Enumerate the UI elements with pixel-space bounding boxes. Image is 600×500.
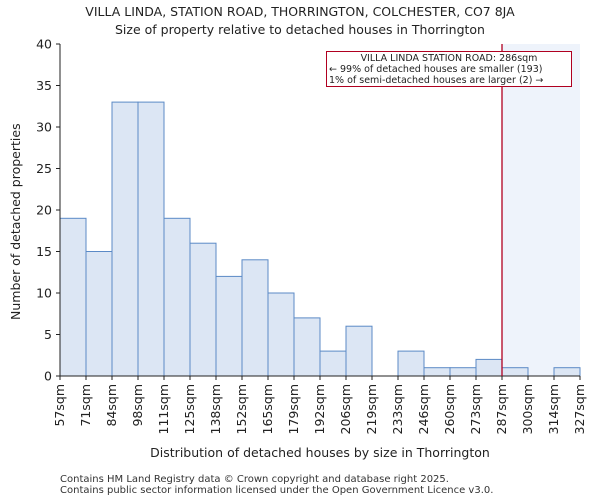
x-axis-label: Distribution of detached houses by size …: [150, 445, 490, 460]
x-tick-label: 138sqm: [208, 384, 223, 434]
chart-title: VILLA LINDA, STATION ROAD, THORRINGTON, …: [85, 4, 515, 19]
bar-206sqm: [345, 325, 373, 377]
footer-line-2: Contains public sector information licen…: [60, 485, 494, 496]
bar-138sqm: [215, 275, 243, 377]
bar-233sqm: [397, 350, 425, 377]
x-tick-label: 111sqm: [156, 384, 171, 434]
x-tick-label: 206sqm: [338, 384, 353, 434]
bar-152sqm: [241, 259, 269, 377]
bar-84sqm: [111, 101, 139, 377]
x-tick-label: 260sqm: [442, 384, 457, 434]
bar-314sqm: [553, 367, 581, 377]
bar-125sqm: [189, 242, 217, 377]
y-tick-label: 15: [36, 244, 52, 259]
bar-179sqm: [293, 317, 321, 377]
y-axis-label: Number of detached properties: [8, 123, 23, 320]
annotation-line-1: VILLA LINDA STATION ROAD: 286sqm: [360, 53, 538, 64]
y-tick-label: 25: [36, 161, 52, 176]
bar-246sqm: [423, 367, 451, 377]
bar-165sqm: [267, 292, 295, 377]
y-tick-label: 10: [36, 286, 52, 301]
x-tick-label: 273sqm: [468, 384, 483, 434]
y-tick-label: 35: [36, 78, 52, 93]
bar-98sqm: [137, 101, 165, 377]
x-tick-label: 179sqm: [286, 384, 301, 434]
x-tick-label: 327sqm: [572, 384, 587, 434]
chart-subtitle: Size of property relative to detached ho…: [115, 22, 485, 37]
bar-287sqm: [501, 367, 529, 377]
x-tick-label: 287sqm: [494, 384, 509, 434]
bar-192sqm: [319, 350, 347, 377]
y-tick-label: 30: [36, 120, 52, 135]
highlight-region: [502, 44, 580, 376]
x-tick-label: 246sqm: [416, 384, 431, 434]
bar-111sqm: [163, 217, 191, 377]
x-tick-label: 233sqm: [390, 384, 405, 434]
annotation-line-3: 1% of semi-detached houses are larger (2…: [329, 75, 544, 86]
x-tick-label: 98sqm: [130, 384, 145, 427]
bar-57sqm: [59, 217, 87, 377]
x-tick-label: 152sqm: [234, 384, 249, 434]
footer-line-1: Contains HM Land Registry data © Crown c…: [60, 474, 449, 485]
bar-273sqm: [475, 358, 503, 377]
x-tick-label: 300sqm: [520, 384, 535, 434]
annotation-line-2: ← 99% of detached houses are smaller (19…: [329, 64, 543, 75]
x-tick-label: 57sqm: [52, 384, 67, 427]
annotation-box: VILLA LINDA STATION ROAD: 286sqm ← 99% o…: [326, 51, 572, 87]
x-tick-label: 219sqm: [364, 384, 379, 434]
x-tick-label: 165sqm: [260, 384, 275, 434]
y-tick-label: 0: [44, 369, 52, 384]
x-tick-label: 125sqm: [182, 384, 197, 434]
y-tick-label: 40: [36, 37, 52, 52]
x-tick-label: 84sqm: [104, 384, 119, 427]
bar-260sqm: [449, 367, 477, 377]
x-tick-label: 192sqm: [312, 384, 327, 434]
x-tick-label: 71sqm: [78, 384, 93, 427]
y-tick-label: 5: [44, 327, 52, 342]
x-tick-label: 314sqm: [546, 384, 561, 434]
y-tick-label: 20: [36, 203, 52, 218]
bar-71sqm: [85, 251, 113, 377]
